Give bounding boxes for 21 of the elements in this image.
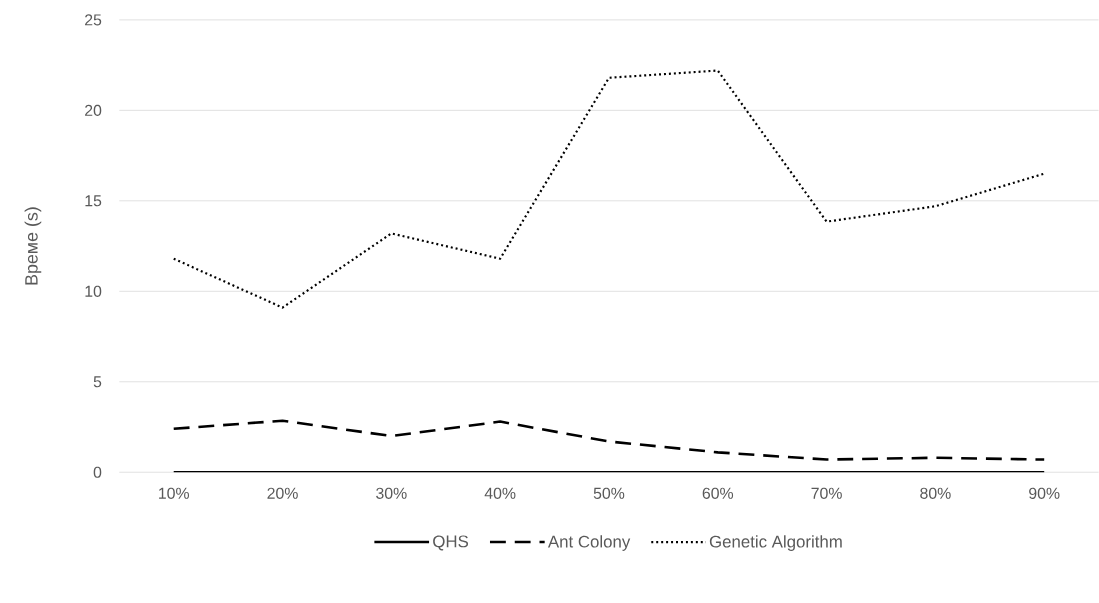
x-tick-label: 60% <box>702 487 734 499</box>
legend-label: Genetic Algorithm <box>709 534 842 551</box>
legend-label: QHS <box>433 535 469 551</box>
x-tick-label: 90% <box>1029 487 1060 499</box>
y-tick-label: 25 <box>85 14 102 26</box>
y-tick-label: 10 <box>85 285 102 297</box>
line-series <box>172 69 1046 309</box>
x-tick-label: 70% <box>811 487 842 499</box>
x-tick-label: 80% <box>920 487 951 499</box>
legend-label: Ant Colony <box>547 534 631 551</box>
x-tick-label: 10% <box>159 487 190 499</box>
y-tick-label: 15 <box>85 195 102 207</box>
y-tick-label: 5 <box>93 376 102 388</box>
y-tick-label: 0 <box>93 466 102 478</box>
line-series <box>172 419 1046 461</box>
x-tick-label: 30% <box>376 487 407 499</box>
x-tick-label: 20% <box>267 487 298 499</box>
x-tick-label: 50% <box>593 487 625 499</box>
y-tick-label: 20 <box>85 104 102 116</box>
y-axis-title: Време (s) <box>24 207 42 285</box>
x-tick-label: 40% <box>484 487 516 499</box>
